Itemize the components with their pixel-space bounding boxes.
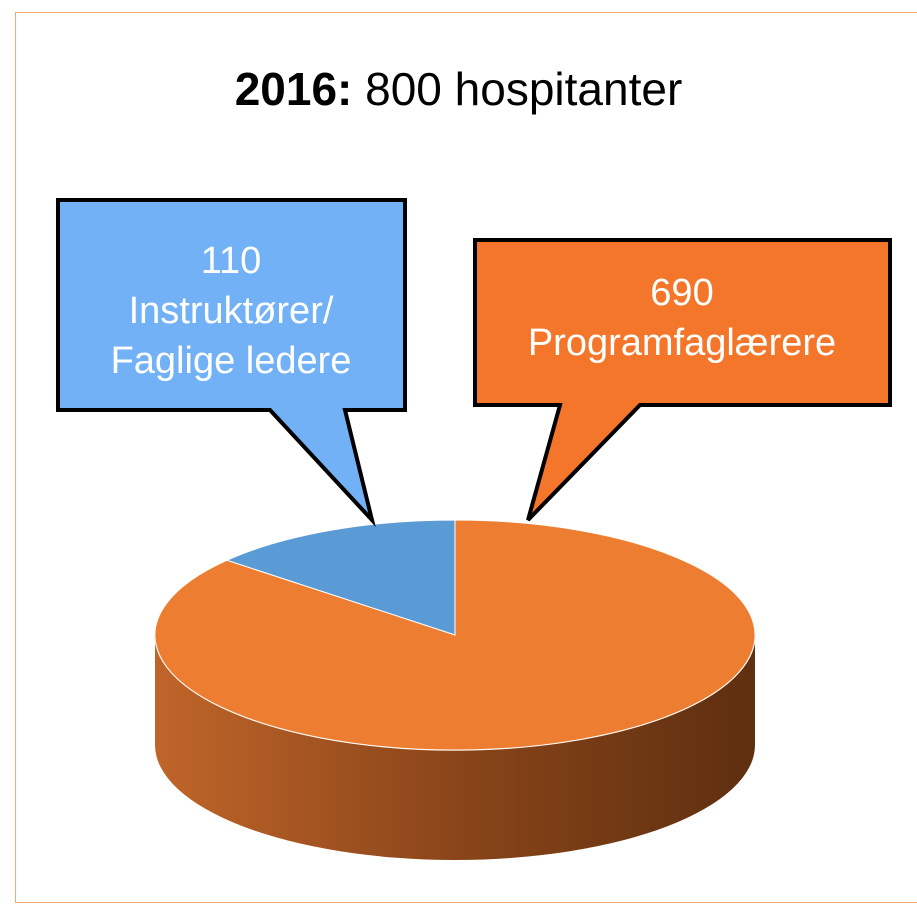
pie-slice [225, 519, 456, 636]
category-label: Programfaglærere [527, 322, 837, 364]
callout [56, 198, 407, 528]
pie-slice [154, 519, 756, 751]
chart-title: 2016: 800 hospitanter [0, 62, 917, 116]
callout [473, 238, 892, 522]
pie-side [155, 635, 755, 860]
title-text: 800 hospitanter [365, 63, 683, 115]
category-label: Instruktører/ Faglige ledere [110, 290, 352, 382]
data-label: 110 [200, 240, 262, 282]
title-year: 2016: [234, 63, 353, 115]
data-label: 690 [650, 272, 714, 314]
frame [15, 12, 917, 903]
